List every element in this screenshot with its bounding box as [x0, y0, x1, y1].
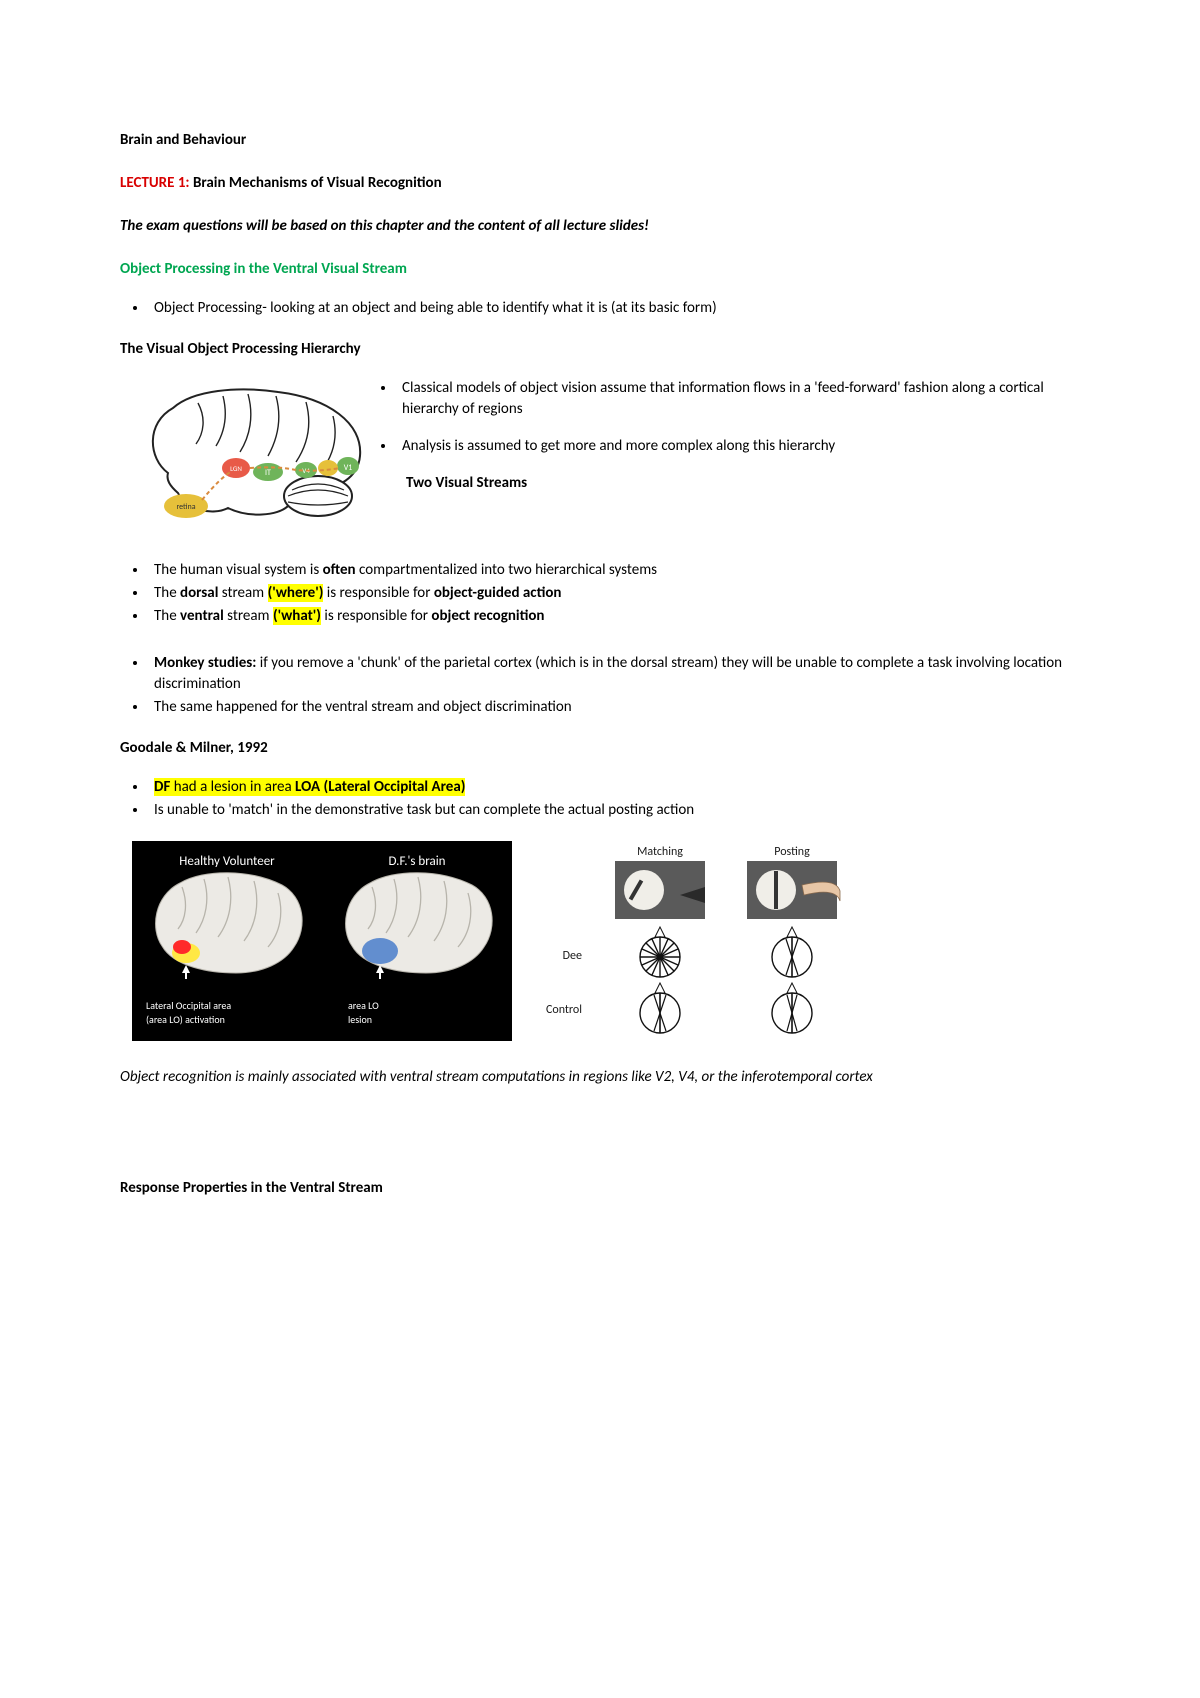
matching-label: Matching [637, 845, 683, 859]
figure-matching-posting: Matching Posting Dee [540, 841, 870, 1041]
response-heading: Response Properties in the Ventral Strea… [120, 1178, 1080, 1199]
retina-label: retina [176, 502, 195, 512]
highlight-what: ('what') [273, 607, 321, 625]
loc-label-1: Lateral Occipital area [146, 999, 231, 1012]
highlight-where: ('where') [268, 584, 324, 602]
lecture-prefix: LECTURE 1: [120, 174, 190, 192]
intro-bullet-list: Object Processing- looking at an object … [120, 298, 1080, 319]
goodale-bullet-2: Is unable to 'match' in the demonstrativ… [148, 800, 1080, 821]
lgn-label: LGN [230, 464, 242, 473]
streams-bullets: The human visual system is often compart… [120, 560, 1080, 627]
goodale-heading: Goodale & Milner, 1992 [120, 738, 1080, 759]
streams-bullet-2: The dorsal stream ('where') is responsib… [148, 583, 1080, 604]
figure-row: Healthy Volunteer D.F.'s brain Lateral O… [132, 841, 1080, 1041]
figure-brains: Healthy Volunteer D.F.'s brain Lateral O… [132, 841, 512, 1041]
brain-diagram: V1 V4 IT LGN retina [128, 378, 378, 548]
lecture-suffix: Brain Mechanisms of Visual Recognition [190, 174, 442, 192]
healthy-label: Healthy Volunteer [179, 854, 275, 869]
subheading-hierarchy: The Visual Object Processing Hierarchy [120, 339, 1080, 360]
page-title: Brain and Behaviour [120, 130, 1080, 151]
italic-summary: Object recognition is mainly associated … [120, 1067, 1080, 1088]
lecture-heading: LECTURE 1: Brain Mechanisms of Visual Re… [120, 173, 1080, 194]
goodale-bullets: DF had a lesion in area LOA (Lateral Occ… [120, 777, 1080, 821]
brain-diagram-svg: V1 V4 IT LGN retina [128, 378, 378, 548]
document-page: Brain and Behaviour LECTURE 1: Brain Mec… [0, 0, 1200, 1698]
hierarchy-block: V1 V4 IT LGN retina Classical models of … [120, 378, 1080, 556]
lesion-label-2: lesion [348, 1013, 372, 1026]
two-streams-heading: Two Visual Streams [406, 473, 1080, 494]
streams-bullet-3: The ventral stream ('what') is responsib… [148, 606, 1080, 627]
monkey-bullet-2: The same happened for the ventral stream… [148, 697, 1080, 718]
df-brain-label: D.F.'s brain [388, 854, 445, 869]
section-heading-green: Object Processing in the Ventral Visual … [120, 259, 1080, 280]
highlight-df-line: DF had a lesion in area LOA (Lateral Occ… [154, 778, 465, 796]
lesion-label-1: area LO [348, 999, 379, 1012]
intro-bullet: Object Processing- looking at an object … [148, 298, 1080, 319]
it-label: IT [265, 468, 271, 478]
v1-label: V1 [344, 463, 353, 473]
exam-note: The exam questions will be based on this… [120, 216, 1080, 237]
row-dee: Dee [563, 949, 582, 963]
monkey-bullets: Monkey studies: if you remove a 'chunk' … [120, 653, 1080, 718]
monkey-bullet-1: Monkey studies: if you remove a 'chunk' … [148, 653, 1080, 695]
row-control: Control [546, 1003, 582, 1017]
streams-bullet-1: The human visual system is often compart… [148, 560, 1080, 581]
posting-label: Posting [774, 845, 810, 859]
loc-label-2: (area LO) activation [146, 1013, 225, 1026]
goodale-bullet-1: DF had a lesion in area LOA (Lateral Occ… [148, 777, 1080, 798]
